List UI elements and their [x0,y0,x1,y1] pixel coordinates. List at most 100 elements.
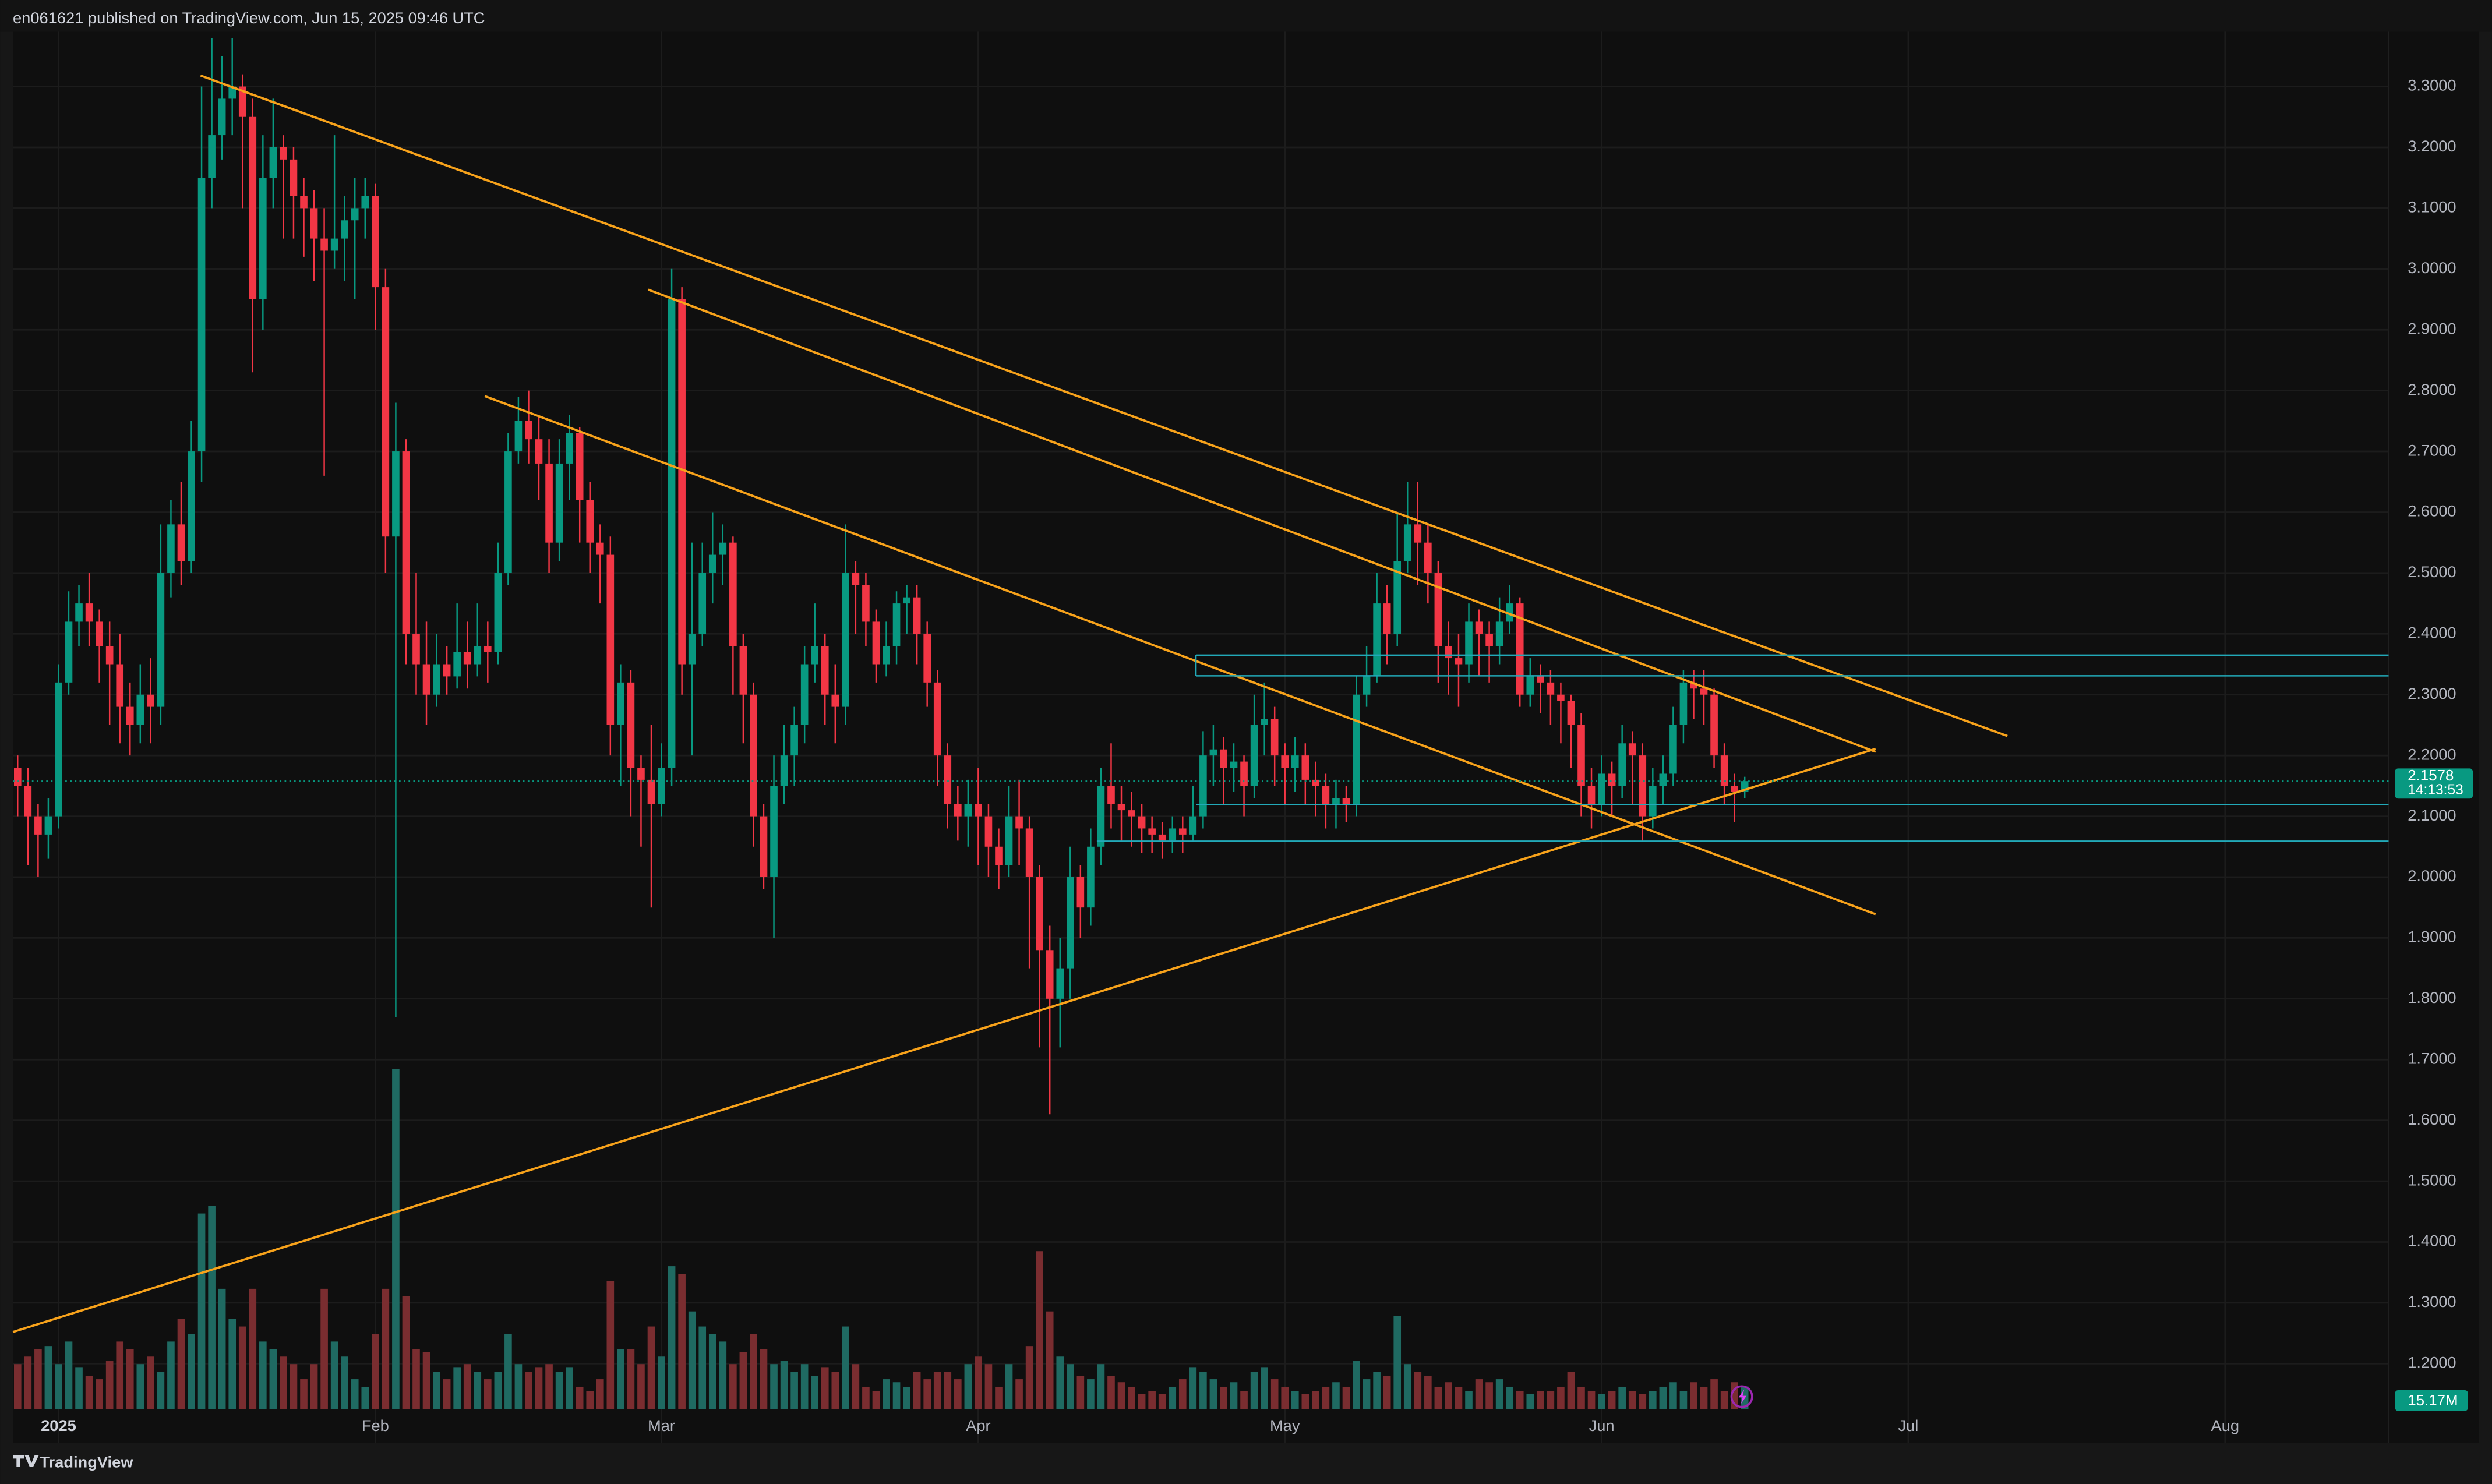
candle-body [1434,573,1442,646]
volume-bar [525,1372,532,1409]
candle-body [1270,719,1279,756]
volume-bar [923,1379,931,1409]
volume-bar [1107,1376,1115,1409]
countdown-label: 14:13:53 [2408,782,2463,798]
candle-body [412,634,420,665]
volume-bar [1342,1386,1350,1409]
candle-body [504,451,512,573]
candle-body [1281,755,1289,768]
candle-body [1587,786,1596,804]
volume-bar [555,1372,563,1409]
candle-body [606,554,615,725]
volume-bar [1270,1379,1279,1409]
candle-body [1189,816,1197,835]
candle-body [1220,749,1227,768]
volume-bar [1495,1379,1503,1409]
candle-body [147,694,154,707]
candle-body [1291,755,1299,768]
volume-bar [1046,1311,1054,1409]
volume-bar [954,1379,962,1409]
candle-body [1332,798,1340,804]
candle-body [290,159,298,196]
candle-body [576,433,584,500]
volume-bar [1005,1364,1013,1409]
candle-body [1178,828,1187,835]
trend-line [12,747,1876,1333]
candle-body [596,542,604,555]
volume-bar [719,1341,727,1409]
volume-bar [136,1364,144,1409]
candle-body [351,208,359,221]
candle-body [105,646,114,665]
y-tick-label: 1.2000 [2408,1354,2456,1372]
candle-body [371,196,379,288]
candle-body [1598,773,1605,804]
x-tick-label: Jun [1589,1416,1615,1434]
volume-bar [259,1341,267,1409]
volume-bar [1669,1382,1677,1409]
x-tick-label: Jul [1898,1416,1918,1434]
trend-line [200,74,2008,737]
candle-body [1117,804,1125,811]
y-tick-label: 3.3000 [2408,76,2456,94]
volume-bar [453,1367,461,1409]
candle-body [474,646,482,665]
candle-body [954,804,962,817]
candle-body [1659,773,1667,786]
candle-body [463,652,471,665]
volume-bar [1261,1367,1268,1409]
candle-body [739,646,747,695]
candle-body [1373,603,1381,677]
candle-body [197,178,206,452]
volume-bar [1169,1386,1177,1409]
volume-bar [1598,1394,1605,1409]
candle-body [65,621,73,683]
candle-body [1679,682,1688,725]
volume-bar [883,1379,890,1409]
alert-icon[interactable] [1730,1385,1753,1408]
volume-bar [1353,1361,1360,1409]
volume-bar [975,1356,982,1409]
volume-bar [596,1379,604,1409]
candle-body [1731,786,1738,792]
volume-bar [627,1349,635,1409]
volume-bar [1628,1391,1636,1409]
volume-bar [995,1386,1003,1409]
candle-body [872,621,880,665]
candle-body [443,664,451,677]
x-tick-label: Feb [362,1416,389,1434]
candle-body [1097,786,1105,847]
volume-bar [586,1391,594,1409]
volume-bar [1485,1382,1493,1409]
volume-bar [1015,1379,1023,1409]
volume-bar [392,1069,400,1409]
candle-body [177,524,185,561]
volume-bar [228,1319,237,1409]
candle-body [1342,798,1350,804]
candle-body [1056,968,1064,999]
candle-body [208,135,216,178]
candle-body [1128,810,1135,817]
candle-body [1240,761,1248,786]
candle-body [310,208,318,239]
volume-bar [290,1364,298,1409]
candle-body [1383,603,1391,634]
candle-body [1516,603,1524,695]
volume-bar [1700,1386,1708,1409]
volume-bar [55,1364,62,1409]
y-tick-label: 1.5000 [2408,1171,2456,1189]
candle-body [555,463,563,543]
volume-bar [1414,1372,1422,1409]
volume-bar [126,1349,134,1409]
volume-bar [44,1346,52,1409]
candle-body [975,804,982,817]
candle-body [1076,877,1085,908]
candle-body [1312,779,1319,786]
volume-bar [1076,1376,1085,1409]
candle-body [1495,621,1503,646]
volume-bar [85,1376,93,1409]
volume-bar [658,1356,665,1409]
candle-body [535,439,543,464]
y-tick-label: 3.2000 [2408,137,2456,155]
volume-bar [1710,1379,1718,1409]
